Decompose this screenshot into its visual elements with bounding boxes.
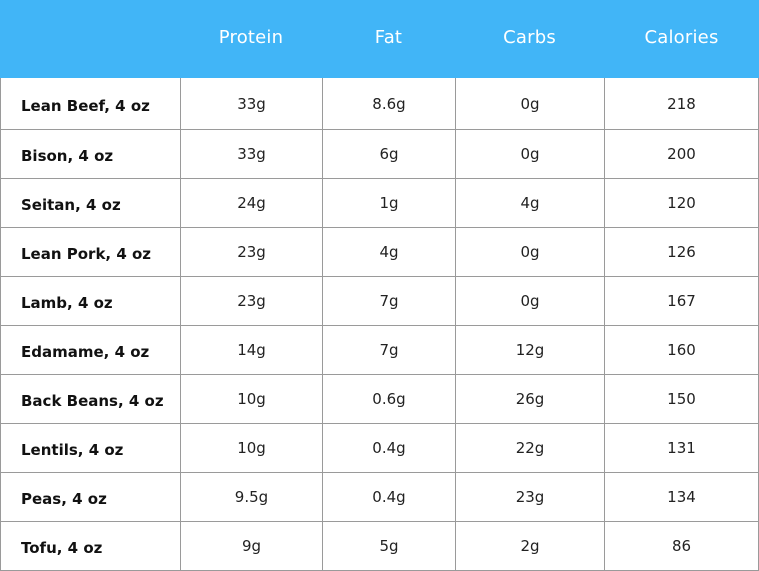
carbs-cell: 12g	[455, 326, 604, 374]
calories-cell: 200	[604, 130, 758, 178]
food-name-cell: Lean Beef, 4 oz	[21, 96, 150, 115]
fat-cell: 7g	[322, 326, 455, 374]
protein-cell: 24g	[180, 179, 322, 227]
table-row: Lentils, 4 oz 10g 0.4g 22g 131	[1, 423, 758, 472]
protein-cell: 33g	[180, 78, 322, 129]
header-cell-carbs: Carbs	[503, 26, 556, 48]
fat-cell: 8.6g	[322, 78, 455, 129]
calories-cell: 160	[604, 326, 758, 374]
food-name-cell: Lentils, 4 oz	[21, 441, 124, 459]
table-header-row: Protein Fat Carbs Calories	[0, 0, 759, 78]
table-row: Bison, 4 oz 33g 6g 0g 200	[1, 129, 758, 178]
table-row: Peas, 4 oz 9.5g 0.4g 23g 134	[1, 472, 758, 521]
fat-cell: 5g	[322, 522, 455, 570]
table-row: Seitan, 4 oz 24g 1g 4g 120	[1, 178, 758, 227]
carbs-cell: 0g	[455, 277, 604, 325]
calories-cell: 131	[604, 424, 758, 472]
protein-cell: 23g	[180, 228, 322, 276]
table-row: Tofu, 4 oz 9g 5g 2g 86	[1, 521, 758, 570]
table-row: Back Beans, 4 oz 10g 0.6g 26g 150	[1, 374, 758, 423]
fat-cell: 0.4g	[322, 473, 455, 521]
table-row: Lamb, 4 oz 23g 7g 0g 167	[1, 276, 758, 325]
calories-cell: 126	[604, 228, 758, 276]
fat-cell: 1g	[322, 179, 455, 227]
table-row: Edamame, 4 oz 14g 7g 12g 160	[1, 325, 758, 374]
protein-cell: 23g	[180, 277, 322, 325]
food-name-cell: Lamb, 4 oz	[21, 294, 113, 312]
fat-cell: 0.4g	[322, 424, 455, 472]
carbs-cell: 0g	[455, 130, 604, 178]
food-name-cell: Lean Pork, 4 oz	[21, 245, 152, 263]
carbs-cell: 23g	[455, 473, 604, 521]
header-cell-calories: Calories	[644, 26, 719, 48]
calories-cell: 134	[604, 473, 758, 521]
table-row: Lean Beef, 4 oz 33g 8.6g 0g 218	[1, 78, 758, 129]
food-name-cell: Tofu, 4 oz	[21, 539, 103, 557]
calories-cell: 86	[604, 522, 758, 570]
calories-cell: 218	[604, 78, 758, 129]
carbs-cell: 26g	[455, 375, 604, 423]
calories-cell: 150	[604, 375, 758, 423]
protein-cell: 10g	[180, 375, 322, 423]
table-row: Lean Pork, 4 oz 23g 4g 0g 126	[1, 227, 758, 276]
food-name-cell: Edamame, 4 oz	[21, 343, 150, 361]
protein-cell: 14g	[180, 326, 322, 374]
carbs-cell: 0g	[455, 78, 604, 129]
fat-cell: 4g	[322, 228, 455, 276]
food-name-cell: Peas, 4 oz	[21, 490, 107, 508]
fat-cell: 6g	[322, 130, 455, 178]
fat-cell: 0.6g	[322, 375, 455, 423]
carbs-cell: 2g	[455, 522, 604, 570]
fat-cell: 7g	[322, 277, 455, 325]
protein-cell: 9.5g	[180, 473, 322, 521]
carbs-cell: 22g	[455, 424, 604, 472]
food-name-cell: Bison, 4 oz	[21, 147, 114, 165]
carbs-cell: 4g	[455, 179, 604, 227]
protein-cell: 9g	[180, 522, 322, 570]
header-cell-food	[0, 35, 180, 43]
table-body: Lean Beef, 4 oz 33g 8.6g 0g 218 Bison, 4…	[0, 78, 759, 571]
calories-cell: 167	[604, 277, 758, 325]
protein-cell: 33g	[180, 130, 322, 178]
protein-cell: 10g	[180, 424, 322, 472]
carbs-cell: 0g	[455, 228, 604, 276]
header-cell-fat: Fat	[374, 26, 403, 48]
food-name-cell: Seitan, 4 oz	[21, 196, 121, 214]
header-cell-protein: Protein	[218, 26, 284, 48]
calories-cell: 120	[604, 179, 758, 227]
food-name-cell: Back Beans, 4 oz	[21, 392, 164, 410]
